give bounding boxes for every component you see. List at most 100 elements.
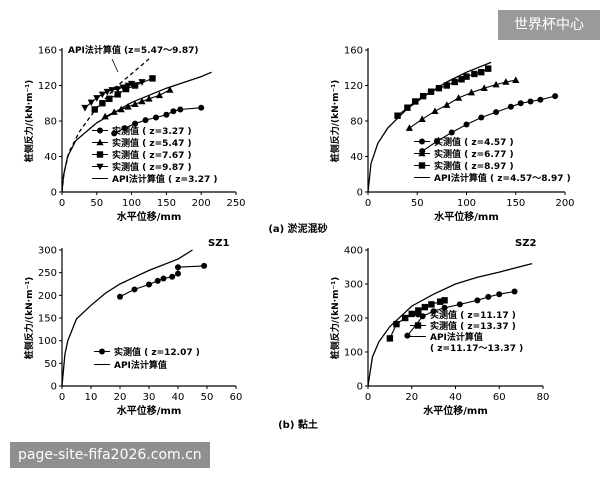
point-0-0-0 [111, 130, 118, 137]
point-0-3-9 [128, 80, 136, 88]
x-tick-label-1-3: 150 [506, 198, 525, 209]
point-0-0-8 [198, 104, 205, 111]
point-0-2-3 [114, 91, 121, 98]
point-0-2-4 [122, 85, 130, 93]
x-tick-label-0-2: 100 [122, 198, 141, 209]
y-tick-label-2-1: 50 [44, 359, 57, 370]
x-tick-label-1-1: 50 [411, 198, 424, 209]
y-axis-label-1: 桩侧反力/(kN·m⁻¹) [329, 80, 341, 163]
x-tick-label-0-0: 0 [59, 198, 65, 209]
point-3-1-6 [428, 301, 435, 308]
point-0-1-4 [131, 100, 139, 107]
point-0-3-0 [81, 104, 89, 112]
point-2-0-1 [131, 286, 138, 293]
point-0-0-4 [152, 114, 159, 121]
series-line-2-0 [119, 265, 205, 298]
point-3-1-1 [393, 320, 400, 328]
point-3-0-7 [496, 291, 503, 298]
point-2-0-6 [175, 270, 181, 277]
x-tick-label-3-3: 60 [493, 392, 506, 403]
point-0-1-7 [155, 91, 164, 99]
y-tick-label-2-2: 100 [38, 336, 57, 347]
x-axis-label-2: 水平位移/mm [116, 404, 182, 417]
chart-title-2: SZ1 [208, 238, 229, 249]
watermark-bottom-left: page-site-fifa2026.com.cn [10, 442, 210, 468]
y-tick-label-2-3: 150 [38, 314, 57, 325]
legend-label-0-3: 实测值 ( z=9.87 ) [112, 161, 192, 173]
point-1-0-3 [463, 121, 470, 128]
point-1-2-12 [484, 65, 492, 72]
point-0-0-3 [142, 117, 149, 124]
x-tick-label-1-0: 0 [365, 198, 371, 209]
point-0-3-3 [98, 91, 106, 99]
x-tick-label-0-5: 250 [226, 198, 245, 209]
point-0-3-5 [108, 87, 116, 94]
point-1-1-4 [455, 94, 463, 101]
point-2-0-2 [146, 281, 152, 288]
y-tick-label-3-3: 300 [344, 280, 363, 291]
y-tick-label-3-2: 200 [344, 314, 363, 325]
point-1-1-2 [431, 107, 439, 115]
x-tick-label-3-1: 20 [405, 392, 418, 403]
y-tick-label-3-1: 100 [344, 348, 363, 359]
x-tick-label-0-4: 200 [192, 198, 211, 209]
legend-label-3-1: 实测值 ( z=13.37 ) [430, 320, 516, 332]
watermark-top-right: 世界杯中心 [498, 10, 600, 40]
point-1-0-1 [433, 138, 440, 145]
y-axis-label-3: 桩侧反力/(kN·m⁻¹) [329, 277, 341, 360]
point-0-0-2 [132, 120, 139, 127]
point-1-0-2 [448, 129, 455, 136]
point-1-1-6 [480, 84, 488, 91]
legend-marker-0-2 [96, 151, 104, 158]
point-3-1-0 [386, 335, 394, 342]
point-1-1-7 [492, 80, 500, 88]
point-3-1-8 [441, 297, 448, 304]
y-axis-label-2: 桩侧反力/(kN·m⁻¹) [23, 277, 35, 360]
y-tick-label-2-6: 300 [38, 246, 57, 257]
point-0-1-3 [124, 103, 132, 110]
x-tick-label-2-2: 20 [114, 392, 127, 403]
y-tick-label-1-2: 80 [350, 117, 363, 128]
series-line-3-2 [367, 262, 533, 387]
x-axis-label-1: 水平位移/mm [433, 210, 499, 223]
point-0-0-7 [177, 106, 184, 113]
point-0-1-0 [101, 112, 109, 120]
point-3-0-8 [511, 288, 518, 295]
legend-label-1-1: 实测值 ( z=6.77 ) [434, 148, 514, 160]
legend-label-2-0: 实测值 ( z=12.07 ) [114, 346, 200, 358]
y-tick-label-2-5: 250 [38, 268, 57, 279]
point-1-1-1 [418, 115, 426, 123]
x-axis-label-0: 水平位移/mm [116, 210, 182, 223]
point-3-1-4 [415, 307, 422, 314]
point-1-0-4 [478, 114, 485, 121]
y-tick-label-0-2: 80 [44, 117, 57, 128]
x-tick-label-1-2: 100 [457, 198, 476, 209]
legend-label-2-1: API法计算值 [114, 359, 167, 371]
point-0-0-5 [163, 111, 170, 118]
point-1-2-9 [463, 73, 470, 80]
legend-marker-3-1 [414, 322, 422, 329]
annotation-0-0: API法计算值 (z=5.47～9.87) [68, 44, 198, 56]
point-2-0-7 [175, 264, 181, 271]
legend-label-1-2: 实测值 ( z=8.97 ) [434, 160, 514, 172]
point-1-0-6 [507, 103, 514, 110]
caption-b: (b) 黏土 [278, 418, 318, 431]
point-1-1-3 [443, 101, 451, 108]
legend-label-0-2: 实测值 ( z=7.67 ) [112, 149, 192, 161]
point-2-0-3 [154, 277, 161, 284]
point-1-0-7 [517, 100, 524, 107]
x-tick-label-0-3: 150 [157, 198, 176, 209]
point-1-2-7 [451, 78, 458, 86]
point-0-2-6 [149, 75, 156, 82]
y-tick-label-1-1: 40 [350, 152, 363, 163]
point-1-1-0 [405, 124, 413, 131]
legend-label-3-0: 实测值 ( z=11.17 ) [430, 309, 516, 321]
point-0-2-0 [91, 106, 98, 113]
legend-marker-1-0 [419, 138, 425, 145]
point-1-2-0 [394, 112, 401, 119]
legend-label-3-3: ( z=11.17～13.37 ) [430, 344, 523, 354]
x-tick-label-3-2: 40 [449, 392, 462, 403]
y-tick-label-0-0: 0 [51, 188, 57, 199]
point-1-1-9 [512, 76, 520, 83]
point-1-2-5 [435, 84, 443, 92]
